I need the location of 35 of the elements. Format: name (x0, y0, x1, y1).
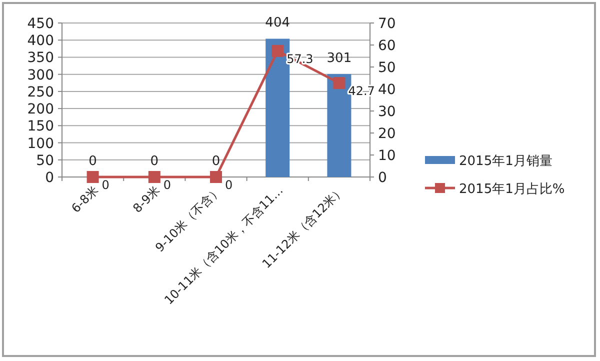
y2-tick-label: 0 (378, 170, 387, 186)
legend-label: 2015年1月占比% (459, 182, 565, 197)
legend-label: 2015年1月销量 (459, 154, 552, 169)
y-tick-label: 200 (27, 102, 54, 118)
y-tick-label: 300 (27, 67, 54, 84)
data-label: 0 (102, 178, 110, 192)
y2-tick-label: 10 (378, 148, 396, 164)
y2-tick-label: 40 (378, 82, 396, 98)
data-label: 0 (150, 154, 159, 169)
point (86, 171, 99, 183)
y-tick-label: 450 (27, 16, 54, 32)
y2-tick-label: 70 (378, 16, 396, 32)
x-tick-label: 6-8米 (68, 183, 101, 216)
y-tick-label: 50 (36, 152, 54, 169)
data-label: 301 (326, 50, 352, 66)
y2-tick-label: 20 (378, 126, 396, 142)
point (148, 171, 160, 183)
data-label: 404 (265, 16, 290, 31)
x-tick-label: 8-9米 (130, 183, 163, 216)
point (333, 77, 346, 90)
y-tick-label: 100 (27, 136, 54, 152)
data-label: 0 (163, 178, 172, 192)
data-label: 0 (225, 178, 233, 192)
y-tick-label: 150 (27, 118, 54, 135)
y2-tick-label: 60 (378, 38, 396, 54)
y-tick-label: 350 (27, 50, 54, 66)
point (210, 171, 222, 183)
data-label: 0 (212, 154, 220, 169)
point (272, 44, 284, 57)
y-tick-label: 0 (45, 170, 54, 186)
data-label: 0 (88, 154, 97, 169)
y-tick-label: 250 (27, 84, 54, 100)
y2-tick-label: 30 (378, 104, 396, 120)
y-tick-label: 400 (27, 33, 54, 50)
y2-tick-label: 50 (378, 60, 396, 76)
